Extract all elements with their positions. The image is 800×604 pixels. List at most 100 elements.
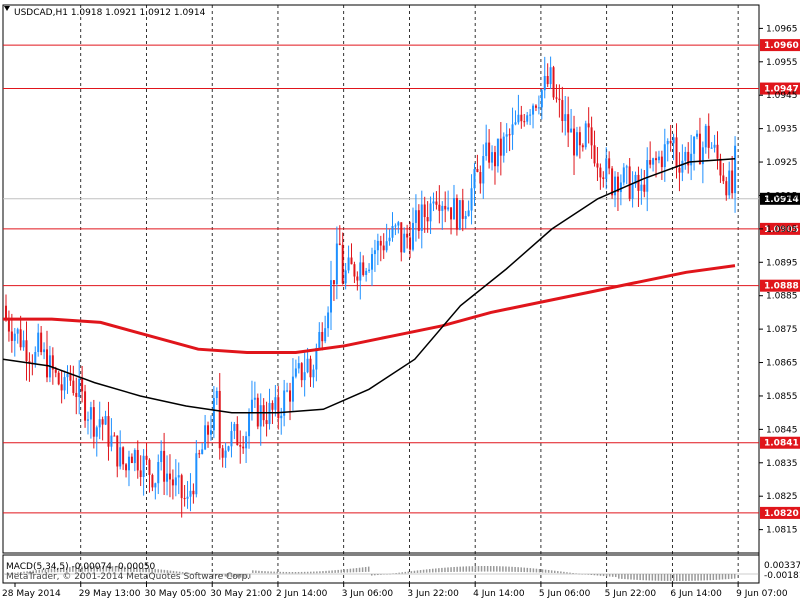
y-tick-label: 1.0835 [766,459,798,469]
candle-body [154,483,157,488]
candle-body [344,270,347,284]
candle-body [110,435,113,447]
macd-bar [343,569,346,573]
macd-bar [392,573,394,574]
macd-bar [493,566,495,572]
candle-body [192,490,195,495]
level-tag-label: 1.0841 [764,439,799,449]
macd-bar [300,571,303,574]
y-tick-label: 1.0935 [766,125,798,135]
y-tick-label: 1.0945 [766,91,798,101]
macd-bar [438,568,440,573]
candle-body [139,470,142,477]
candle-body [657,156,660,161]
candle-body [174,477,177,486]
candle-body [476,168,479,173]
macd-bar [206,574,208,575]
x-tick-label: 6 Jun 14:00 [670,589,722,599]
candle-body [704,125,707,148]
macd-bar [676,574,678,581]
macd-bar [407,571,410,574]
level-tag-label: 1.0905 [764,225,799,235]
candle-body [634,174,637,185]
macd-bar [26,571,28,574]
macd-bar [682,574,684,581]
candle-body [28,361,31,363]
triangle-down-icon[interactable] [4,6,10,11]
macd-bar [245,574,248,579]
macd-bar [456,566,458,572]
candle-body [450,207,453,220]
macd-bar [587,574,590,575]
x-tick-label: 4 Jun 14:00 [473,589,525,599]
macd-bar [544,569,547,573]
time-axis: 28 May 2014 29 May 13:00 30 May 05:00 30 Ma… [2,583,788,599]
macd-bar [727,574,730,580]
macd-bar [218,574,220,576]
macd-bar [169,570,172,573]
candle-body [180,475,183,499]
ma-fast-line [2,157,736,414]
candle-body [277,397,280,419]
candle-body [555,97,558,99]
macd-bar [569,572,571,574]
macd-bar [471,566,474,572]
macd-bar [611,574,614,577]
macd-bar [529,568,532,573]
candle-body [666,140,669,145]
level-tag-label: 1.0820 [764,509,799,519]
macd-bar [142,567,144,573]
candle-body [573,128,576,156]
macd-bar [474,566,477,572]
candle-body [526,115,529,122]
candle-body [643,184,646,192]
symbol-header: USDCAD,H1 1.0918 1.0921 1.0912 1.0914 [14,8,206,18]
macd-bar [319,571,321,574]
macd-bar [639,574,641,581]
macd-bar [697,574,699,581]
macd-bar [364,566,367,572]
current-price-label: 1.0914 [764,195,799,205]
candle-body [25,340,28,362]
macd-bar [233,574,236,578]
candle-body [22,340,25,348]
ma-slow-line [3,264,736,354]
macd-bar [87,566,89,572]
macd-bar [425,569,428,573]
macd-bar [84,566,86,572]
macd-bar [157,569,159,573]
macd-bar [35,570,37,573]
macd-bar [23,571,25,574]
macd-bar [209,574,211,576]
candle-body [95,427,98,437]
candle-body [464,216,467,219]
level-tag-label: 1.0947 [764,85,799,95]
candle-body [75,392,78,397]
macd-bar [404,571,407,574]
macd-bar [130,566,132,572]
macd-bar [560,571,562,574]
candle-body [558,98,561,101]
candle-body [514,122,517,125]
macd-bar [5,574,7,575]
candle-body [362,262,365,275]
macd-bar [465,566,468,572]
macd-bar [642,574,644,581]
macd-bar [618,574,620,579]
macd-bar [239,574,242,578]
candle-body [66,373,69,378]
macd-bar [11,573,13,574]
macd-bar [630,574,632,580]
macd-bar [374,574,376,576]
copyright-watermark: MetaTrader, © 2001-2014 MetaQuotes Softw… [6,572,250,582]
candle-body [593,145,596,164]
candle-body [400,222,403,253]
candle-body [608,158,611,169]
macd-bar [459,566,461,572]
macd-bar [581,574,583,575]
candle-body [452,198,455,220]
candle-body [98,419,101,428]
candle-body [171,479,174,486]
macd-bar [230,574,233,577]
